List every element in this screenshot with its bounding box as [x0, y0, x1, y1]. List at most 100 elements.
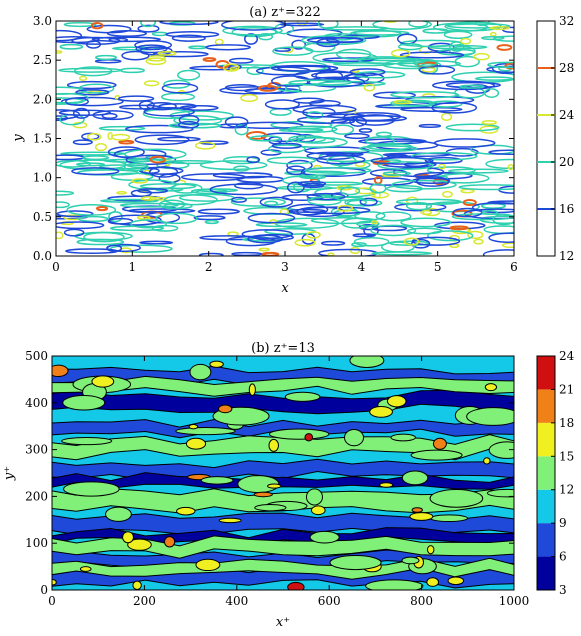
contour-line-a [487, 61, 514, 69]
colorbar-b-tick-label: 21 [559, 382, 574, 396]
contour-line-a [221, 21, 287, 31]
contour-spot-b [401, 556, 420, 565]
contour-line-a [107, 146, 145, 158]
panel-a-x-tick-label: 0 [52, 260, 60, 274]
contour-line-a [473, 52, 490, 61]
contour-line-a [487, 200, 514, 205]
contour-line-a [83, 231, 125, 243]
contour-line-a [146, 55, 166, 62]
colorbar-b-frame [536, 355, 556, 591]
contour-line-a [143, 80, 160, 87]
contour-spot-b [218, 404, 233, 414]
panel-b-x-tick-label: 400 [225, 594, 248, 608]
contour-line-a [449, 41, 465, 52]
contour-line-a [344, 133, 370, 140]
contour-line-a [353, 237, 390, 247]
contour-line-a [91, 36, 161, 43]
contour-line-a [110, 133, 131, 141]
panel-a-y-tick-label: 0.5 [33, 210, 52, 224]
contour-line-a [60, 96, 124, 107]
contour-line-a [332, 62, 395, 67]
colorbar-a-tick-label: 12 [559, 249, 574, 263]
contour-spot-b [200, 476, 234, 485]
contour-line-a [359, 197, 378, 207]
contour-spot-b [79, 566, 92, 572]
contour-line-a [460, 37, 472, 45]
title-a: (a) z⁺=322 [249, 5, 320, 20]
contour-spot-b [409, 512, 434, 521]
contour-line-a [400, 217, 452, 228]
contour-line-a [266, 156, 317, 165]
contour-line-a [148, 196, 168, 201]
contour-spot-b [218, 517, 242, 524]
contour-line-a [72, 107, 90, 119]
contour-spot-b [310, 505, 326, 516]
contour-line-a [336, 48, 372, 60]
contour-line-a [159, 21, 219, 26]
contour-spot-b [349, 356, 385, 368]
contour-line-a [244, 87, 303, 94]
contour-line-a [297, 180, 327, 187]
contour-line-a [431, 101, 478, 114]
contour-line-a [458, 184, 514, 191]
contour-line-a [317, 21, 339, 30]
contour-line-a [286, 159, 313, 171]
contour-line-a [354, 187, 376, 195]
contour-line-a [58, 67, 123, 73]
contour-line-a [157, 136, 201, 142]
contour-line-a [375, 211, 412, 222]
contour-line-a [233, 165, 250, 172]
contour-line-a [372, 21, 432, 30]
contour-line-a [99, 198, 159, 203]
contour-line-a [56, 109, 81, 120]
contour-line-a [158, 103, 198, 110]
contour-line-a [248, 135, 282, 142]
contour-spot-b [287, 581, 305, 590]
contour-spot-b [267, 483, 282, 489]
plot-area-a [56, 21, 514, 256]
contour-line-a [474, 21, 490, 27]
contour-spot-b [486, 488, 514, 498]
panel-b-x-tick-label: 0 [48, 594, 56, 608]
contour-line-a [66, 204, 117, 216]
contour-line-a [330, 119, 356, 124]
contour-line-a [165, 30, 220, 38]
contour-line-a [59, 43, 84, 50]
contour-line-a [146, 102, 177, 111]
panel-a-y-tick-label: 1.0 [33, 171, 52, 185]
colorbar-b: 3 6 9 12 15 18 21 24 [536, 349, 575, 597]
contour-line-a [140, 21, 156, 28]
contour-spot-b [176, 506, 196, 516]
contour-line-a [137, 24, 160, 33]
contour-line-a [427, 230, 474, 242]
contour-spot-b [175, 427, 236, 436]
contour-spot-b [63, 481, 120, 497]
contour-line-a [231, 251, 263, 256]
contour-line-a [438, 163, 446, 170]
panel-a-x-tick-label: 6 [510, 260, 518, 274]
panel-b: (b) z⁺=13 0 200 400 600 800 1000 0 100 200 300 40… [2, 341, 575, 630]
contour-line-a [171, 34, 206, 42]
contour-line-a [297, 137, 336, 144]
contour-line-a [234, 124, 249, 136]
contour-line-a [244, 33, 259, 45]
contour-line-a [136, 215, 151, 220]
colorbar-a-tick-label: 28 [559, 61, 574, 75]
contour-spot-b [268, 428, 330, 440]
contour-spot-b [484, 383, 498, 392]
contour-spot-b [195, 558, 221, 572]
colorbar-a-tick-label: 32 [559, 14, 574, 28]
contour-line-a [442, 190, 453, 198]
contour-line-a [56, 36, 100, 44]
y-ticks-b: 0 100 200 300 400 500 [25, 349, 514, 597]
contour-line-a [193, 215, 226, 221]
contour-spot-b [305, 488, 323, 506]
contour-line-a [129, 219, 168, 229]
contour-line-a [358, 128, 373, 133]
contour-line-a [63, 228, 85, 237]
colorbar-b-tick-label: 3 [559, 583, 567, 597]
contour-line-a [56, 29, 82, 42]
contour-line-a [291, 39, 307, 50]
contour-spot-b [329, 555, 382, 571]
colorbar-b-tick-label: 9 [559, 516, 567, 530]
